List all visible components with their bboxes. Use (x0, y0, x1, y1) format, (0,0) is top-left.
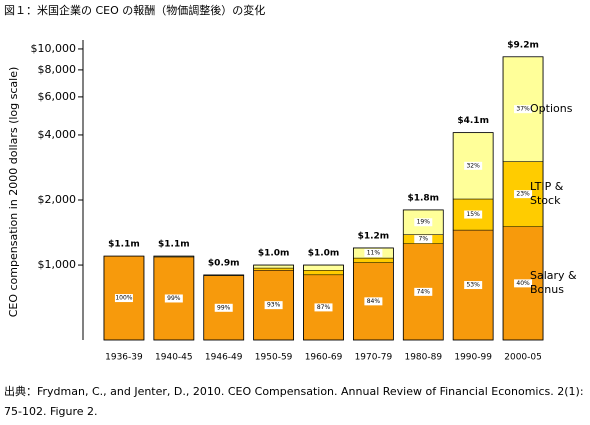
value-label: 15% (466, 211, 480, 218)
value-label: 99% (167, 295, 181, 302)
value-label-bg (314, 303, 333, 312)
value-label-bg (514, 279, 533, 288)
value-label: 99% (217, 304, 231, 311)
bar-total (452, 132, 494, 341)
total-label: $1.1m (108, 240, 140, 250)
value-label-bg (264, 301, 283, 310)
total-label: $1.2m (358, 231, 390, 241)
bar-total (253, 264, 295, 341)
y-tick-label: $8,000 (38, 63, 77, 76)
y-axis-label: CEO compensation in 2000 dollars (log sc… (7, 67, 20, 318)
x-tick-label: 1970-79 (355, 353, 393, 363)
legend-label: Options (530, 102, 573, 116)
bar-total (303, 264, 344, 341)
value-label-bg (464, 161, 483, 170)
chart-title: 図１：米国企業の CEO の報酬（物価調整後）の変化 (4, 4, 266, 17)
value-label-bg (464, 281, 483, 290)
value-label: 53% (466, 282, 480, 289)
value-label-bg (514, 105, 533, 114)
value-label: 37% (516, 106, 530, 113)
y-tick-label: $2,000 (38, 193, 77, 206)
value-label: 7% (419, 236, 429, 243)
y-tick-label: $4,000 (38, 128, 77, 141)
legend-label: Salary & Bonus (530, 269, 577, 297)
value-label: 74% (417, 288, 431, 295)
value-label: 40% (516, 280, 530, 287)
y-tick-label: $6,000 (38, 90, 77, 103)
total-label: $1.1m (158, 240, 190, 250)
total-label: $1.0m (308, 249, 340, 259)
x-tick-label: 1990-99 (454, 353, 492, 363)
value-label-bg (514, 190, 533, 199)
x-tick-label: 2000-05 (504, 353, 542, 363)
bar-segment (253, 264, 294, 269)
source-note: 出典：Frydman, C., and Jenter, D., 2010. CE… (4, 385, 584, 418)
value-label-bg (464, 210, 483, 219)
value-label: 32% (466, 162, 480, 169)
bar-total (103, 255, 145, 341)
value-label-bg (364, 249, 383, 258)
total-label: $4.1m (457, 116, 489, 126)
bar-segment (303, 270, 344, 276)
value-label-bg (414, 235, 433, 244)
x-tick-label: 1950-59 (255, 353, 293, 363)
value-label: 84% (367, 298, 381, 305)
legend-label: LTIP & Stock (530, 180, 564, 208)
y-tick-label: $1,000 (38, 258, 77, 271)
total-label: $9.2m (507, 40, 539, 50)
bar-total (502, 56, 544, 341)
total-label: $1.8m (407, 193, 439, 203)
bar-segment (353, 257, 394, 263)
value-label: 93% (267, 302, 281, 309)
x-tick-label: 1936-39 (105, 353, 143, 363)
bar-segment (253, 267, 294, 271)
value-label: 11% (367, 250, 381, 257)
y-tick-label: $10,000 (31, 42, 77, 55)
value-label: 19% (417, 219, 431, 226)
value-label: 87% (317, 304, 331, 311)
bar-total (402, 209, 444, 341)
bar-total (352, 247, 394, 341)
value-label-bg (414, 218, 433, 227)
x-tick-label: 1980-89 (404, 353, 442, 363)
value-label-bg (164, 294, 183, 303)
x-tick-label: 1940-45 (155, 353, 193, 363)
x-tick-label: 1960-69 (305, 353, 343, 363)
value-label-bg (214, 303, 233, 312)
total-label: $0.9m (208, 258, 240, 268)
value-label-bg (364, 297, 383, 306)
value-label: 23% (516, 191, 530, 198)
bar-segment (303, 264, 344, 271)
value-label-bg (414, 287, 433, 296)
x-tick-label: 1946-49 (205, 353, 243, 363)
bar-total (203, 274, 245, 341)
value-label-bg (114, 294, 133, 303)
value-label: 100% (115, 295, 132, 302)
bar-total (153, 255, 195, 341)
total-label: $1.0m (258, 249, 290, 259)
chart: CEO compensation in 2000 dollars (log sc… (7, 40, 544, 363)
